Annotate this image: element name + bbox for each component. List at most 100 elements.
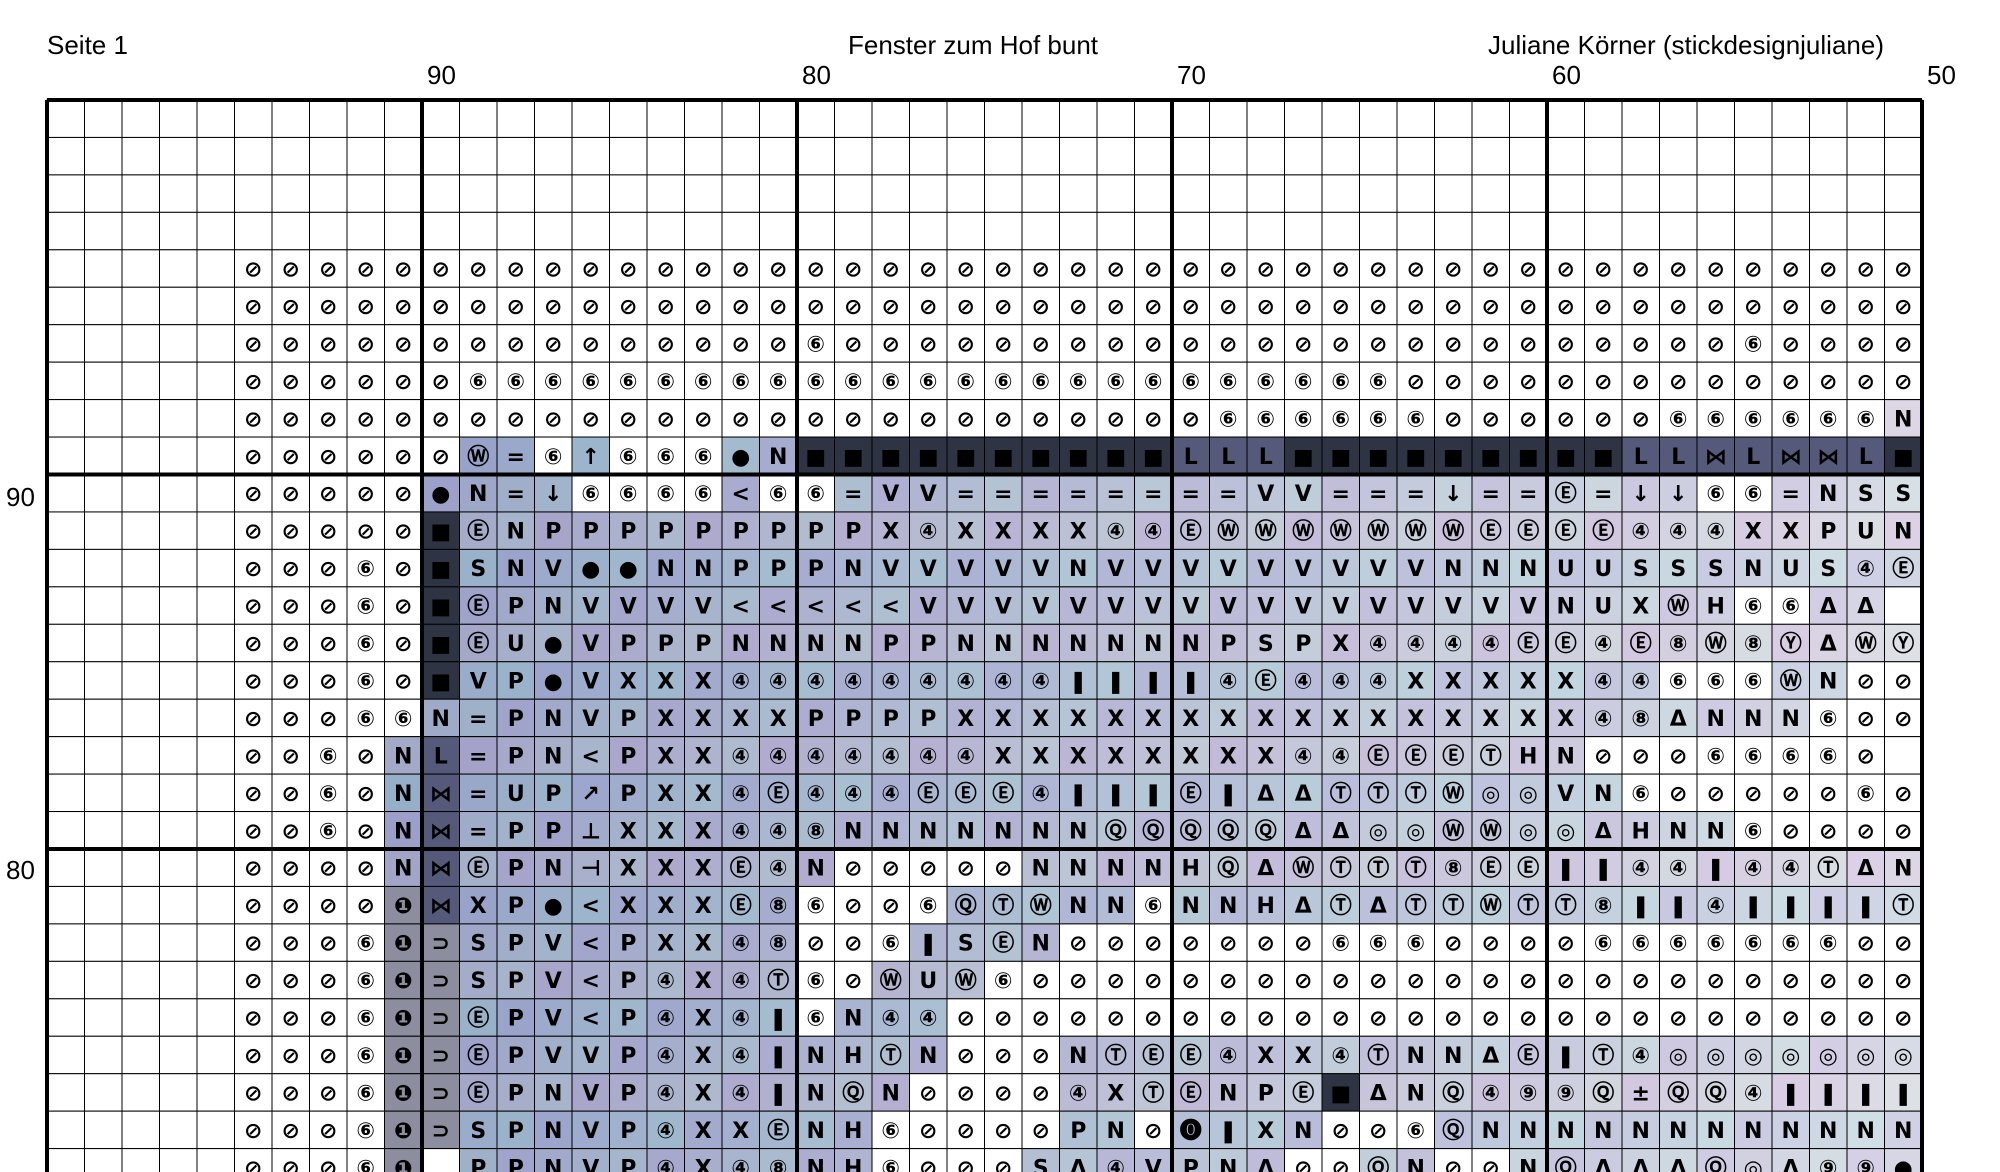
svg-text:⊘: ⊘ (282, 258, 300, 283)
pattern-cell: ⊘ (1434, 361, 1473, 401)
pattern-cell: ⊘ (1809, 773, 1848, 813)
pattern-cell: ● (609, 548, 648, 588)
pattern-cell: ⊘ (309, 361, 348, 401)
pattern-cell: ⊘ (984, 399, 1023, 438)
pattern-cell: ⊘ (346, 249, 385, 288)
pattern-cell (384, 99, 423, 138)
svg-text:⊘: ⊘ (507, 295, 525, 320)
svg-text:U: U (1557, 557, 1575, 582)
svg-text:P: P (545, 520, 561, 545)
svg-text:④: ④ (1481, 1081, 1500, 1106)
pattern-cell: V (909, 548, 948, 588)
svg-text:⑥: ⑥ (356, 669, 375, 694)
pattern-cell (159, 1148, 198, 1172)
pattern-cell: X (684, 885, 723, 925)
pattern-cell: ⊘ (1734, 960, 1773, 1000)
svg-text:V: V (1257, 595, 1274, 620)
svg-text:⊘: ⊘ (1407, 332, 1425, 357)
pattern-cell (1621, 174, 1660, 213)
pattern-cell: ④ (1096, 1148, 1135, 1172)
pattern-cell: ⊘ (1884, 361, 1923, 401)
pattern-cell: ⑥ (871, 923, 910, 962)
pattern-cell: ⊘ (1434, 399, 1473, 438)
pattern-cell: X (1096, 698, 1135, 738)
svg-text:S: S (1033, 1156, 1049, 1172)
pattern-cell: N (1021, 811, 1060, 850)
svg-text:Ⓣ: Ⓣ (1367, 781, 1389, 807)
pattern-cell: ④ (796, 736, 835, 775)
pattern-cell: ⊘ (1809, 811, 1848, 850)
pattern-cell (84, 548, 123, 588)
pattern-cell: ⊘ (309, 885, 348, 925)
pattern-cell: = (1471, 474, 1510, 513)
pattern-cell: ⊘ (984, 324, 1023, 363)
svg-text:❚: ❚ (1782, 894, 1800, 919)
pattern-cell: S (459, 548, 498, 588)
svg-text:⑥: ⑥ (1331, 932, 1350, 957)
pattern-cell: ④ (646, 1148, 685, 1172)
pattern-cell (84, 474, 123, 513)
svg-text:⑥: ⑥ (1744, 332, 1763, 357)
pattern-cell: ⑥ (1734, 399, 1773, 438)
pattern-cell (159, 623, 198, 663)
pattern-cell: ⊘ (346, 474, 385, 513)
svg-text:Ⓔ: Ⓔ (1480, 856, 1502, 882)
svg-text:⑥: ⑥ (1856, 407, 1875, 432)
pattern-cell: ⊘ (1021, 960, 1060, 1000)
pattern-cell (196, 848, 235, 887)
pattern-cell: Ⓠ (1584, 1073, 1623, 1112)
pattern-cell: ⊘ (984, 249, 1023, 288)
pattern-cell: ⊃ (421, 998, 460, 1037)
svg-text:⊘: ⊘ (319, 1081, 337, 1106)
svg-text:<: < (882, 595, 900, 620)
svg-text:Ⓠ: Ⓠ (1367, 1155, 1389, 1172)
svg-text:⊘: ⊘ (469, 332, 487, 357)
pattern-cell: ④ (721, 773, 760, 813)
pattern-cell (84, 511, 123, 550)
pattern-cell: P (796, 698, 835, 738)
pattern-cell (159, 174, 198, 213)
pattern-cell (121, 998, 160, 1037)
svg-text:V: V (1332, 557, 1349, 582)
pattern-cell: ⊘ (1471, 249, 1510, 288)
svg-text:④: ④ (656, 1156, 675, 1172)
pattern-cell: Ⓣ (1134, 1073, 1173, 1112)
pattern-cell: ④ (721, 811, 760, 850)
svg-text:④: ④ (844, 782, 863, 807)
pattern-cell: Ⓣ (1396, 773, 1435, 813)
svg-text:⊘: ⊘ (619, 407, 637, 432)
pattern-cell: ⊘ (646, 399, 685, 438)
pattern-cell: ⊘ (759, 249, 798, 288)
svg-text:N: N (1144, 857, 1162, 882)
pattern-cell (1359, 99, 1398, 138)
svg-text:Ⓔ: Ⓔ (467, 631, 489, 657)
pattern-cell: ⊘ (1471, 399, 1510, 438)
svg-text:N: N (1594, 1119, 1612, 1144)
svg-text:Ⓔ: Ⓔ (955, 781, 977, 807)
svg-text:V: V (657, 595, 674, 620)
pattern-cell (121, 1148, 160, 1172)
pattern-cell: ❚ (1584, 848, 1623, 887)
pattern-cell: ⊘ (496, 286, 535, 326)
svg-text:V: V (470, 669, 487, 694)
svg-text:⑥: ⑥ (1181, 370, 1200, 395)
svg-text:X: X (995, 744, 1012, 769)
pattern-cell: ⊘ (796, 399, 835, 438)
svg-text:N: N (994, 819, 1012, 844)
svg-text:N: N (1032, 857, 1050, 882)
svg-text:⑥: ⑥ (1631, 782, 1650, 807)
pattern-cell (84, 436, 123, 475)
svg-text:V: V (1370, 595, 1387, 620)
svg-text:◎: ◎ (1519, 819, 1538, 844)
svg-text:■: ■ (993, 445, 1014, 470)
pattern-cell (1396, 211, 1435, 251)
pattern-cell: Ⓠ (1096, 811, 1135, 850)
pattern-cell: ■ (421, 661, 460, 700)
pattern-cell: Ⓣ (1359, 773, 1398, 813)
pattern-cell: ⊘ (909, 1110, 948, 1150)
pattern-cell: V (646, 586, 685, 625)
svg-text:⊘: ⊘ (694, 332, 712, 357)
svg-text:⊘: ⊘ (994, 1044, 1012, 1069)
svg-text:⊘: ⊘ (394, 370, 412, 395)
svg-text:Ⓦ: Ⓦ (880, 968, 902, 994)
